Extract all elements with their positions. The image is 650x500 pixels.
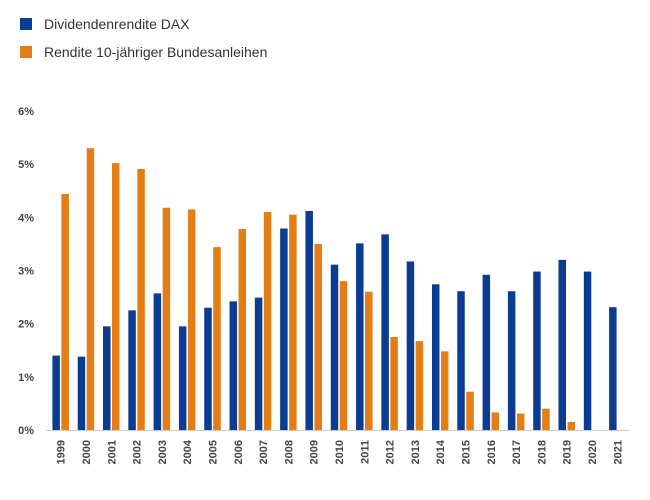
bar-bund-yield-2007 (263, 212, 272, 430)
bar-dax-dividend-2009 (305, 210, 313, 430)
bar-dax-dividend-2018 (533, 271, 541, 430)
x-tick-label: 2019 (562, 440, 574, 464)
bar-bund-yield-2016 (491, 412, 500, 430)
bar-dax-dividend-2014 (431, 284, 440, 430)
legend: Dividendenrendite DAX Rendite 10-jähriger… (20, 16, 267, 60)
x-tick-label: 2004 (182, 439, 194, 464)
x-tick-label: 2020 (587, 440, 599, 464)
bar-dax-dividend-2013 (406, 261, 415, 430)
bar-bund-yield-2015 (466, 391, 474, 430)
bar-dax-dividend-2019 (558, 259, 566, 430)
bar-dax-dividend-2004 (178, 326, 187, 430)
bar-dax-dividend-2012 (381, 234, 389, 430)
y-tick-label: 4% (18, 212, 34, 224)
bar-dax-dividend-2008 (280, 228, 288, 430)
bar-bund-yield-2014 (440, 351, 449, 430)
bar-bund-yield-2013 (415, 341, 424, 430)
x-tick-label: 2003 (157, 440, 169, 464)
x-tick-label: 2000 (81, 440, 93, 464)
bar-bund-yield-2018 (542, 408, 550, 430)
x-tick-label: 2002 (132, 440, 144, 464)
x-tick-label: 2009 (309, 440, 321, 464)
x-tick-label: 2014 (435, 439, 447, 464)
bar-dax-dividend-2020 (583, 271, 592, 430)
bar-bund-yield-2011 (365, 291, 373, 430)
bar-bund-yield-2003 (162, 207, 171, 430)
x-tick-label: 2018 (536, 440, 548, 464)
bar-dax-dividend-2007 (254, 297, 263, 430)
bar-dax-dividend-1999 (52, 355, 60, 430)
bar-dax-dividend-2001 (103, 326, 111, 430)
legend-label-2: Rendite 10-jähriger Bundesanleihen (44, 44, 267, 60)
bar-dax-dividend-2003 (153, 293, 162, 430)
legend-swatch-1 (20, 18, 32, 30)
y-tick-label: 6% (18, 106, 34, 118)
bar-bund-yield-2000 (86, 148, 95, 430)
x-tick-label: 2008 (283, 440, 295, 464)
bar-bund-yield-2017 (516, 413, 525, 430)
bar-bund-yield-2010 (339, 281, 348, 430)
bar-bund-yield-2001 (112, 163, 120, 430)
y-axis: 0% 1% 2% 3% 4% 5% 6% (18, 106, 34, 437)
bar-dax-dividend-2016 (482, 274, 491, 430)
y-tick-label: 3% (18, 266, 34, 278)
bar-bund-yield-2009 (314, 243, 322, 430)
x-tick-label: 2006 (233, 440, 245, 464)
bar-dax-dividend-2011 (356, 243, 364, 430)
bar-dax-dividend-2002 (128, 310, 136, 430)
y-tick-label: 2% (18, 319, 34, 331)
x-tick-label: 2011 (359, 440, 371, 464)
x-tick-label: 2007 (258, 440, 270, 464)
x-tick-label: 2001 (106, 440, 118, 464)
bar-dax-dividend-2000 (77, 356, 86, 430)
bar-dax-dividend-2006 (229, 301, 238, 430)
bar-bund-yield-2006 (238, 229, 247, 430)
bar-dax-dividend-2015 (457, 291, 465, 430)
x-tick-label: 2012 (385, 440, 397, 464)
x-tick-label: 2017 (511, 440, 523, 464)
bars (52, 148, 617, 430)
bar-bund-yield-1999 (61, 193, 69, 430)
bar-bund-yield-2004 (187, 209, 196, 430)
x-tick-label: 2016 (486, 440, 498, 464)
x-tick-label: 1999 (56, 440, 68, 464)
bar-bund-yield-2012 (390, 336, 398, 430)
bar-bund-yield-2019 (567, 422, 575, 430)
bar-bund-yield-2002 (137, 168, 145, 430)
bar-dax-dividend-2021 (609, 307, 617, 430)
bar-dax-dividend-2010 (330, 264, 339, 430)
x-tick-label: 2005 (207, 440, 219, 464)
bar-bund-yield-2008 (289, 214, 297, 430)
legend-label-1: Dividendenrendite DAX (44, 16, 190, 32)
legend-swatch-2 (20, 46, 32, 58)
x-axis: 1999 2000 2001 2002 2003 2004 2005 2006 2007 2008… (56, 439, 625, 464)
bar-dax-dividend-2017 (507, 291, 516, 430)
bar-dax-dividend-2005 (204, 307, 212, 430)
x-tick-label: 2015 (461, 440, 473, 464)
x-tick-label: 2021 (612, 440, 624, 464)
bar-bund-yield-2005 (213, 247, 221, 430)
y-tick-label: 0% (18, 425, 34, 437)
x-tick-label: 2010 (334, 440, 346, 464)
y-tick-label: 1% (18, 372, 34, 384)
x-tick-label: 2013 (410, 440, 422, 464)
y-tick-label: 5% (18, 159, 34, 171)
